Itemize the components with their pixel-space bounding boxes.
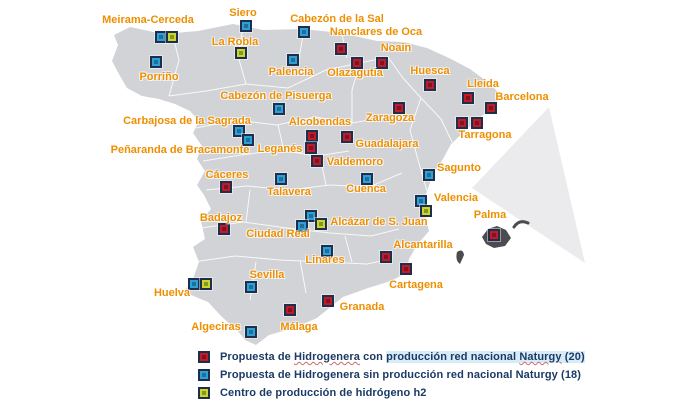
city-label-huesca: Huesca (410, 65, 450, 77)
city-label-sevilla: Sevilla (249, 269, 285, 281)
city-label-la-robla: La Robla (211, 36, 259, 48)
city-label-linares: Linares (305, 254, 345, 266)
marker-sagunto-blue (423, 169, 435, 181)
marker-cartagena-red (400, 263, 412, 275)
city-label-algeciras: Algeciras (191, 321, 241, 333)
city-label-guadalajara: Guadalajara (355, 138, 419, 150)
marker-porrino-blue (150, 56, 162, 68)
marker-palencia-blue (287, 54, 299, 66)
marker-leganes-red (305, 142, 317, 154)
city-label-malaga: Málaga (280, 321, 318, 333)
marker-huelva-blue (188, 278, 200, 290)
marker-huelva-yellow (200, 278, 212, 290)
marker-alcazar-de-s-juan-yellow (315, 218, 327, 230)
legend-row-blue: Propuesta de Hidrogenera sin producción … (198, 366, 585, 384)
legend-swatch-red (198, 351, 210, 363)
marker-badajoz-red (218, 223, 230, 235)
city-label-leganes: Leganés (257, 143, 303, 155)
city-label-noain: Noain (380, 42, 412, 54)
city-label-caceres: Cáceres (205, 169, 249, 181)
city-label-valencia: Valencia (433, 192, 479, 204)
marker-alcazar-de-s-juan-blue (305, 210, 317, 222)
marker-zaragoza-red (393, 102, 405, 114)
city-label-alcantarilla: Alcantarilla (393, 239, 453, 251)
marker-tarragona-red (456, 117, 468, 129)
marker-valdemoro-red (311, 155, 323, 167)
marker-alcantarilla-red (380, 251, 392, 263)
marker-nanclares-de-oca-red (335, 43, 347, 55)
city-label-siero: Siero (229, 7, 257, 19)
legend-row-yellow: Centro de producción de hidrógeno h2 (198, 384, 585, 402)
city-label-meirama-cerceda: Meirama-Cerceda (102, 14, 194, 26)
marker-granada-red (322, 295, 334, 307)
marker-siero-blue (240, 20, 252, 32)
city-label-cabezon-de-la-sal: Cabezón de la Sal (290, 13, 384, 25)
legend-label-3: Centro de producción de hidrógeno h2 (220, 387, 427, 399)
city-label-ciudad-real: Ciudad Real (246, 228, 310, 240)
marker-lleida-red (462, 92, 474, 104)
marker-guadalajara-red (341, 131, 353, 143)
city-label-nanclares-de-oca: Nanclares de Oca (329, 26, 423, 38)
city-label-olazagutia: Olazagutia (327, 67, 383, 79)
legend-swatch-blue (198, 369, 210, 381)
menorca-island (512, 220, 530, 229)
city-label-porrino: Porriño (139, 71, 179, 83)
ibiza-island (456, 250, 464, 264)
legend: Propuesta de Hidrogenera con producción … (198, 348, 585, 402)
city-label-talavera: Talavera (267, 186, 311, 198)
city-label-palma: Palma (473, 209, 507, 221)
legend-label-2: Propuesta de Hidrogenera sin producción … (220, 369, 582, 381)
city-label-cabezon-de-pisuerga: Cabezón de Pisuerga (220, 90, 332, 102)
city-label-huelva: Huelva (153, 287, 191, 299)
marker-palma-red (488, 229, 500, 241)
marker-ciudad-real-blue (296, 220, 308, 232)
city-label-badajoz: Badajoz (199, 212, 243, 224)
marker-sevilla-blue (245, 281, 257, 293)
legend-swatch-yellow (198, 387, 210, 399)
marker-malaga-red (284, 304, 296, 316)
watermark-triangle (472, 107, 585, 263)
marker-tarragona-red (471, 117, 483, 129)
legend-row-red: Propuesta de Hidrogenera con producción … (198, 348, 585, 366)
marker-valencia-yellow (420, 205, 432, 217)
marker-caceres-red (220, 181, 232, 193)
marker-huesca-red (424, 79, 436, 91)
city-label-sagunto: Sagunto (437, 162, 481, 174)
marker-olazagutia-red (351, 57, 363, 69)
legend-label-1: Propuesta de Hidrogenera con producción … (220, 351, 585, 363)
marker-alcobendas-red (306, 130, 318, 142)
city-label-cartagena: Cartagena (389, 279, 443, 291)
city-label-lleida: Lleida (467, 78, 499, 90)
city-label-carbajosa-de-la-sagrada: Carbajosa de la Sagrada (123, 115, 251, 127)
marker-la-robla-yellow (235, 47, 247, 59)
marker-meirama-cerceda-yellow (166, 31, 178, 43)
marker-cabezon-de-pisuerga-blue (273, 103, 285, 115)
city-label-valdemoro: Valdemoro (326, 156, 384, 168)
marker-noain-red (376, 57, 388, 69)
city-label-tarragona: Tarragona (458, 129, 512, 141)
marker-talavera-blue (275, 173, 287, 185)
city-label-zaragoza: Zaragoza (365, 112, 415, 124)
city-label-palencia: Palencia (268, 66, 314, 78)
marker-linares-blue (321, 245, 333, 257)
city-label-alcazar-de-s-juan: Alcázar de S. Juan (330, 216, 428, 228)
marker-barcelona-red (485, 102, 497, 114)
marker-algeciras-blue (245, 326, 257, 338)
city-label-barcelona: Barcelona (495, 91, 549, 103)
marker-penaranda-de-bracamonte-blue (242, 134, 254, 146)
city-label-penaranda-de-bracamonte: Peñaranda de Bracamonte (110, 144, 250, 156)
city-label-cuenca: Cuenca (346, 183, 386, 195)
marker-cuenca-blue (361, 173, 373, 185)
city-label-alcobendas: Alcobendas (288, 116, 352, 128)
marker-cabezon-de-la-sal-blue (298, 26, 310, 38)
city-label-granada: Granada (339, 301, 385, 313)
province-borders (168, 26, 453, 301)
